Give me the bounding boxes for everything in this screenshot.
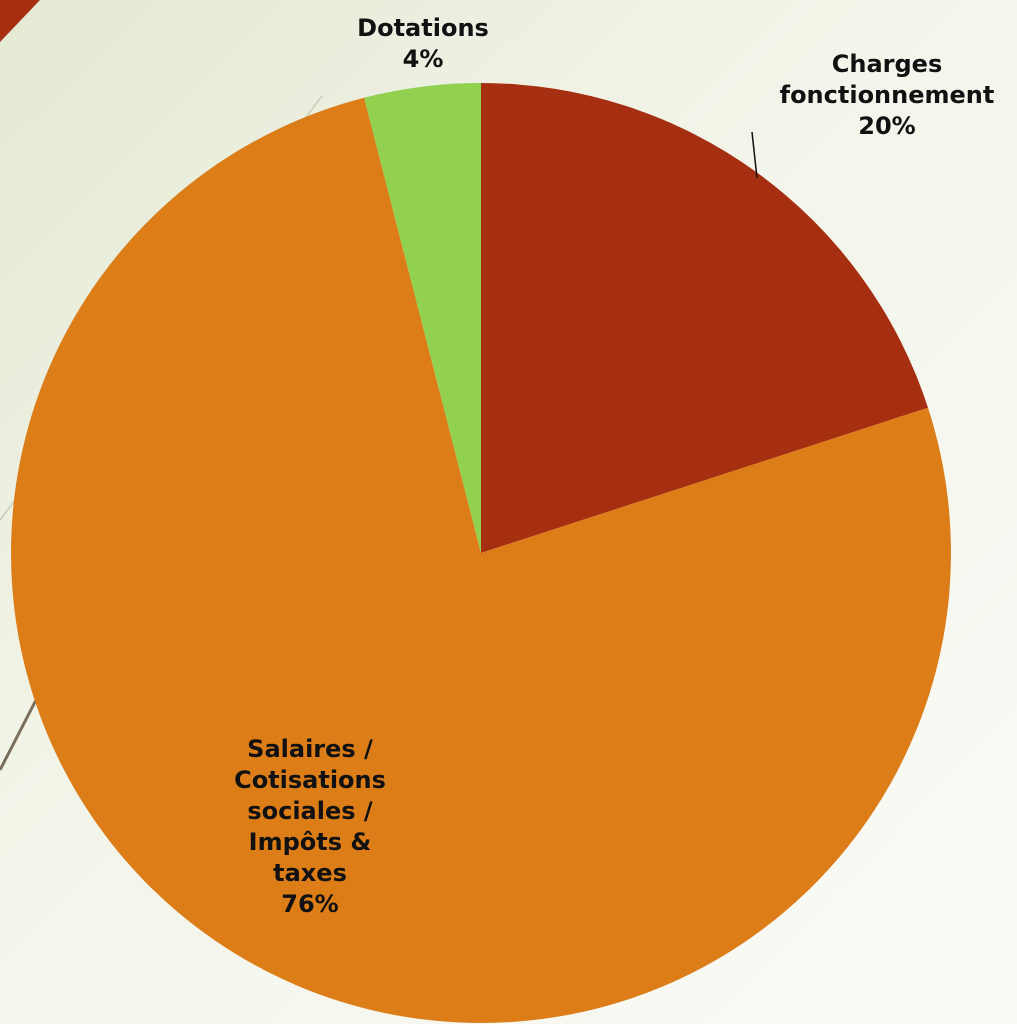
pie-slices (10, 83, 951, 1024)
pie-slice-2 (10, 97, 951, 1024)
slice-percent-label: 76% (281, 890, 338, 918)
slice-labels: Charges fonctionnement 20% Salaires / Cotisa… (234, 14, 994, 918)
slice-label-2: Salaires / Cotisations sociales / Impôts & t… (234, 735, 386, 918)
slice-percent-label: 20% (858, 112, 915, 140)
slice-name-line: sociales / (247, 797, 373, 825)
slice-name-line: Impôts & (249, 828, 372, 856)
pie-slice-3 (364, 83, 481, 553)
slice-name-line: Salaires / (247, 735, 373, 763)
slice-name-line: Cotisations (234, 766, 386, 794)
slice-name-line: Charges (832, 50, 942, 78)
corner-accent-shape (0, 0, 40, 42)
slice-label-3: Dotations 4% (357, 14, 489, 73)
decor-line-bottom (0, 699, 38, 771)
slice-name-line: fonctionnement (780, 81, 995, 109)
slice-percent-label: 4% (403, 45, 444, 73)
slice-name-line: taxes (273, 859, 347, 887)
slice-label-1: Charges fonctionnement 20% (780, 50, 995, 140)
slice-name-line: Dotations (357, 14, 489, 42)
pie-slice-1 (481, 83, 928, 553)
leader-line-charges (751, 131, 758, 179)
